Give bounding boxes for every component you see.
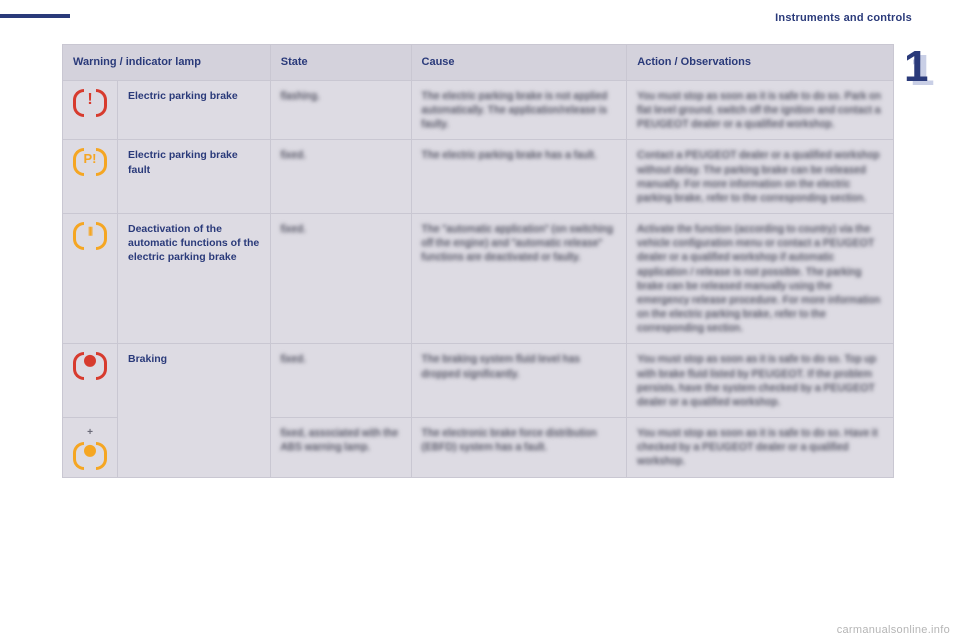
lamp-cause: The electric parking brake has a fault.	[411, 140, 627, 214]
col-header-action: Action / Observations	[627, 45, 894, 81]
lamp-name: Braking	[118, 344, 271, 477]
lamp-state: fixed.	[270, 344, 411, 418]
lamp-state: fixed, associated with the ABS warning l…	[270, 418, 411, 478]
table-header-row: Warning / indicator lamp State Cause Act…	[63, 45, 894, 81]
lamp-state: flashing.	[270, 80, 411, 140]
auto-functions-off-icon: ⦀	[73, 222, 107, 244]
lamp-name: Electric parking brake fault	[118, 140, 271, 214]
parking-brake-warning-icon: !	[73, 89, 107, 111]
lamp-cause: The "automatic application" (on switchin…	[411, 214, 627, 344]
lamp-action: You must stop as soon as it is safe to d…	[627, 418, 894, 478]
warning-lamp-table: Warning / indicator lamp State Cause Act…	[62, 44, 894, 478]
lamp-icon-cell: !	[63, 80, 118, 140]
lamp-cause: The electronic brake force distribution …	[411, 418, 627, 478]
lamp-cause: The electric parking brake is not applie…	[411, 80, 627, 140]
parking-brake-fault-icon: P!	[73, 148, 107, 170]
footer-watermark: carmanualsonline.info	[837, 624, 950, 636]
lamp-state: fixed.	[270, 214, 411, 344]
chapter-number-shadow: 1	[910, 46, 948, 94]
lamp-icon-cell	[63, 344, 118, 418]
table-row: ⦀ Deactivation of the automatic function…	[63, 214, 894, 344]
ebfd-warning-icon	[73, 442, 107, 464]
lamp-icon-cell: ⦀	[63, 214, 118, 344]
chapter-badge: 1 1	[904, 42, 948, 94]
table-row: P! Electric parking brake fault fixed. T…	[63, 140, 894, 214]
col-header-state: State	[270, 45, 411, 81]
col-header-lamp: Warning / indicator lamp	[63, 45, 271, 81]
lamp-name: Electric parking brake	[118, 80, 271, 140]
lamp-action: You must stop as soon as it is safe to d…	[627, 344, 894, 418]
lamp-icon-cell: +	[63, 418, 118, 478]
lamp-name: Deactivation of the automatic functions …	[118, 214, 271, 344]
lamp-action: Contact a PEUGEOT dealer or a qualified …	[627, 140, 894, 214]
plus-icon: +	[73, 426, 107, 440]
chapter-number: 1	[904, 42, 948, 94]
lamp-action: Activate the function (according to coun…	[627, 214, 894, 344]
table-row: Braking fixed. The braking system fluid …	[63, 344, 894, 418]
braking-warning-icon	[73, 352, 107, 374]
col-header-cause: Cause	[411, 45, 627, 81]
lamp-icon-cell: P!	[63, 140, 118, 214]
top-rule	[0, 14, 70, 18]
lamp-cause: The braking system fluid level has dropp…	[411, 344, 627, 418]
section-title: Instruments and controls	[775, 12, 912, 24]
lamp-state: fixed.	[270, 140, 411, 214]
lamp-action: You must stop as soon as it is safe to d…	[627, 80, 894, 140]
table-row: ! Electric parking brake flashing. The e…	[63, 80, 894, 140]
